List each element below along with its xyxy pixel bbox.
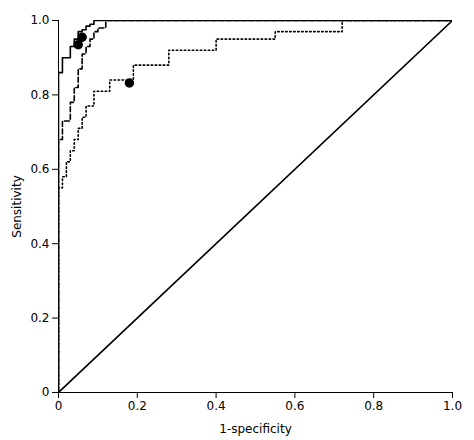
svg-text:0.4: 0.4	[207, 399, 226, 413]
svg-text:0.6: 0.6	[285, 399, 304, 413]
svg-text:0.2: 0.2	[128, 399, 147, 413]
svg-text:1-specificity: 1-specificity	[219, 422, 291, 436]
svg-text:0.2: 0.2	[30, 311, 49, 325]
svg-text:0: 0	[55, 399, 63, 413]
svg-text:0.4: 0.4	[30, 237, 49, 251]
svg-text:0.8: 0.8	[30, 88, 49, 102]
svg-text:0.6: 0.6	[30, 162, 49, 176]
svg-text:Sensitivity: Sensitivity	[10, 175, 24, 237]
svg-text:1.0: 1.0	[30, 13, 49, 27]
svg-text:0.8: 0.8	[364, 399, 383, 413]
svg-text:0: 0	[42, 385, 50, 399]
svg-text:1.0: 1.0	[443, 399, 462, 413]
